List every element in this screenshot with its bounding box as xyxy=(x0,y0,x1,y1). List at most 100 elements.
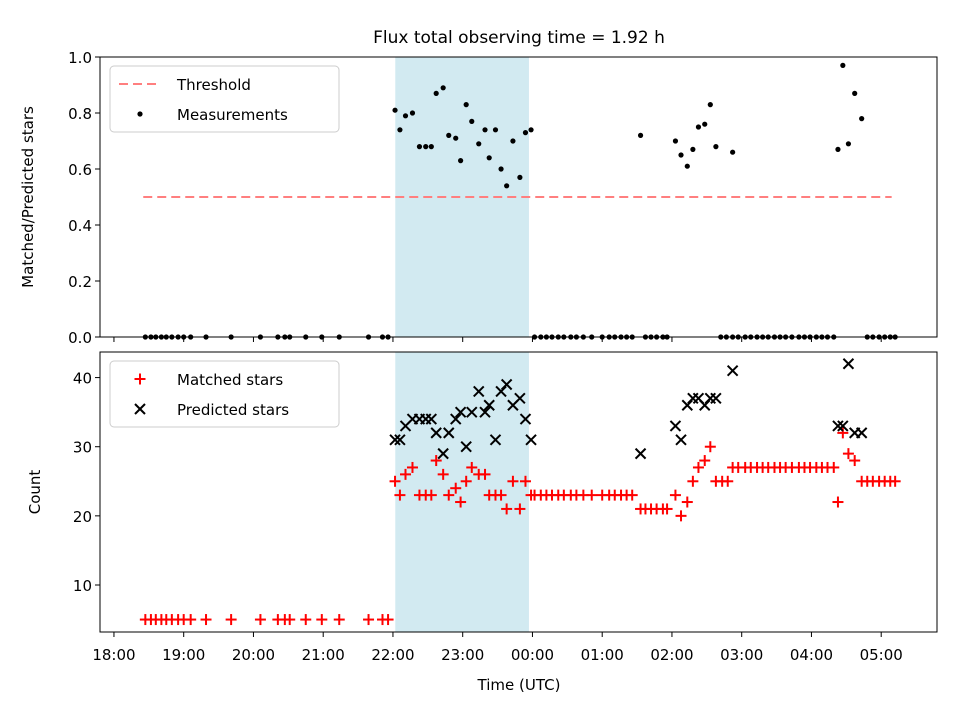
y-tick-label: 0.4 xyxy=(68,217,92,235)
predicted-star-point xyxy=(704,392,717,405)
measurement-point xyxy=(695,124,702,130)
matched-star-point xyxy=(437,468,449,480)
measurement-point xyxy=(672,138,679,144)
measurement-point xyxy=(684,163,690,169)
predicted-star-point xyxy=(466,406,478,418)
x-tick-label: 01:00 xyxy=(581,646,624,664)
matched-star-point xyxy=(586,489,598,501)
measurement-point xyxy=(690,146,696,152)
predicted-star-point xyxy=(430,427,442,439)
bottom-plot-frame xyxy=(99,351,938,633)
legend-box xyxy=(109,360,340,428)
bottom-y-ticks: 10 20 30 40 xyxy=(73,370,100,595)
predicted-star-point xyxy=(425,413,438,425)
measurement-point xyxy=(637,132,644,138)
matched-star-point xyxy=(460,475,472,487)
predicted-star-point xyxy=(519,413,532,425)
matched-star-point xyxy=(389,475,401,487)
y-tick-label: 20 xyxy=(73,508,92,526)
measurement-point xyxy=(482,127,488,133)
matched-star-point xyxy=(722,475,734,487)
predicted-star-point xyxy=(832,420,844,432)
legend-label: Threshold xyxy=(176,76,251,94)
x-tick-label: 20:00 xyxy=(232,646,275,664)
matched-star-point xyxy=(363,614,375,626)
predicted-star-point xyxy=(450,413,462,425)
measurement-point xyxy=(392,107,398,113)
matched-star-point xyxy=(254,614,266,626)
matched-star-point xyxy=(200,614,212,626)
top-legend: Threshold Measurements xyxy=(109,65,340,133)
matched-star-point xyxy=(687,475,699,487)
matched-star-point xyxy=(699,455,711,467)
measurement-point xyxy=(678,152,684,158)
top-y-ticks: 0.0 0.2 0.4 0.6 0.8 1.0 xyxy=(68,49,100,347)
measurement-point xyxy=(510,138,516,144)
legend-swatch xyxy=(137,111,143,117)
y-tick-label: 0.8 xyxy=(68,105,92,123)
measurement-point xyxy=(504,183,510,189)
figure-title: Flux total observing time = 1.92 h xyxy=(373,28,665,48)
matched-star-point xyxy=(889,475,901,487)
x-tick-label: 22:00 xyxy=(371,646,414,664)
measurement-point xyxy=(702,121,708,127)
matched-star-point xyxy=(316,614,328,626)
measurement-point xyxy=(416,144,423,150)
measurement-point xyxy=(433,90,439,96)
matched-star-point xyxy=(284,614,296,626)
bottom-panel: 10 20 30 40 18:00 19:00 20:00 21:00 22:00 23:00 0… xyxy=(26,351,938,664)
matched-star-point xyxy=(455,496,467,508)
x-tick-label: 19:00 xyxy=(162,646,205,664)
predicted-star-point xyxy=(437,447,449,460)
predicted-star-point xyxy=(675,434,687,446)
bottom-x-ticks: 18:00 19:00 20:00 21:00 22:00 23:00 00:00 01:00… xyxy=(92,632,903,664)
measurement-point xyxy=(835,146,841,152)
y-tick-label: 40 xyxy=(73,370,92,388)
x-axis-label: Time (UTC) xyxy=(477,676,561,694)
predicted-star-point xyxy=(514,392,526,405)
matched-star-point xyxy=(626,489,638,501)
measurement-point xyxy=(476,141,482,147)
predicted-star-point xyxy=(634,447,647,460)
measurement-point xyxy=(498,166,504,172)
predicted-star-point xyxy=(525,434,537,446)
measurement-point xyxy=(859,116,865,122)
matched-star-point xyxy=(443,489,455,501)
predicted-star-point xyxy=(394,434,406,446)
predicted-star-point xyxy=(454,406,467,418)
predicted-star-point xyxy=(855,427,868,439)
matched-star-point xyxy=(669,489,681,501)
shaded-interval-bottom xyxy=(395,352,529,632)
matched-star-point xyxy=(479,468,491,480)
top-y-axis-label: Matched/Predicted stars xyxy=(19,106,37,288)
x-tick-label: 18:00 xyxy=(92,646,135,664)
matched-star-point xyxy=(675,510,687,522)
measurement-point xyxy=(486,155,492,161)
measurement-point xyxy=(423,144,429,150)
matched-star-point xyxy=(300,614,312,626)
matched-star-point xyxy=(519,475,531,487)
measurement-point xyxy=(707,102,713,108)
matched-star-point xyxy=(681,496,693,508)
x-tick-label: 04:00 xyxy=(790,646,833,664)
measurement-point xyxy=(409,110,416,116)
matched-star-point xyxy=(849,455,861,467)
predicted-star-point xyxy=(389,434,401,446)
matched-star-point xyxy=(406,461,418,473)
legend-label: Predicted stars xyxy=(177,401,289,419)
matched-star-point xyxy=(837,427,849,439)
x-tick-label: 05:00 xyxy=(860,646,903,664)
y-tick-label: 30 xyxy=(73,439,92,457)
matched-star-point xyxy=(394,489,406,501)
matched-star-point xyxy=(514,503,526,515)
measurement-point xyxy=(453,135,459,141)
predicted-star-point xyxy=(483,399,495,411)
measurement-point xyxy=(446,132,452,138)
predicted-star-point xyxy=(837,420,849,432)
top-x-ticks xyxy=(113,337,882,342)
matched-star-point xyxy=(333,614,345,626)
measurement-point xyxy=(713,144,719,150)
measurement-point xyxy=(458,158,464,164)
matched-star-point xyxy=(466,461,478,473)
